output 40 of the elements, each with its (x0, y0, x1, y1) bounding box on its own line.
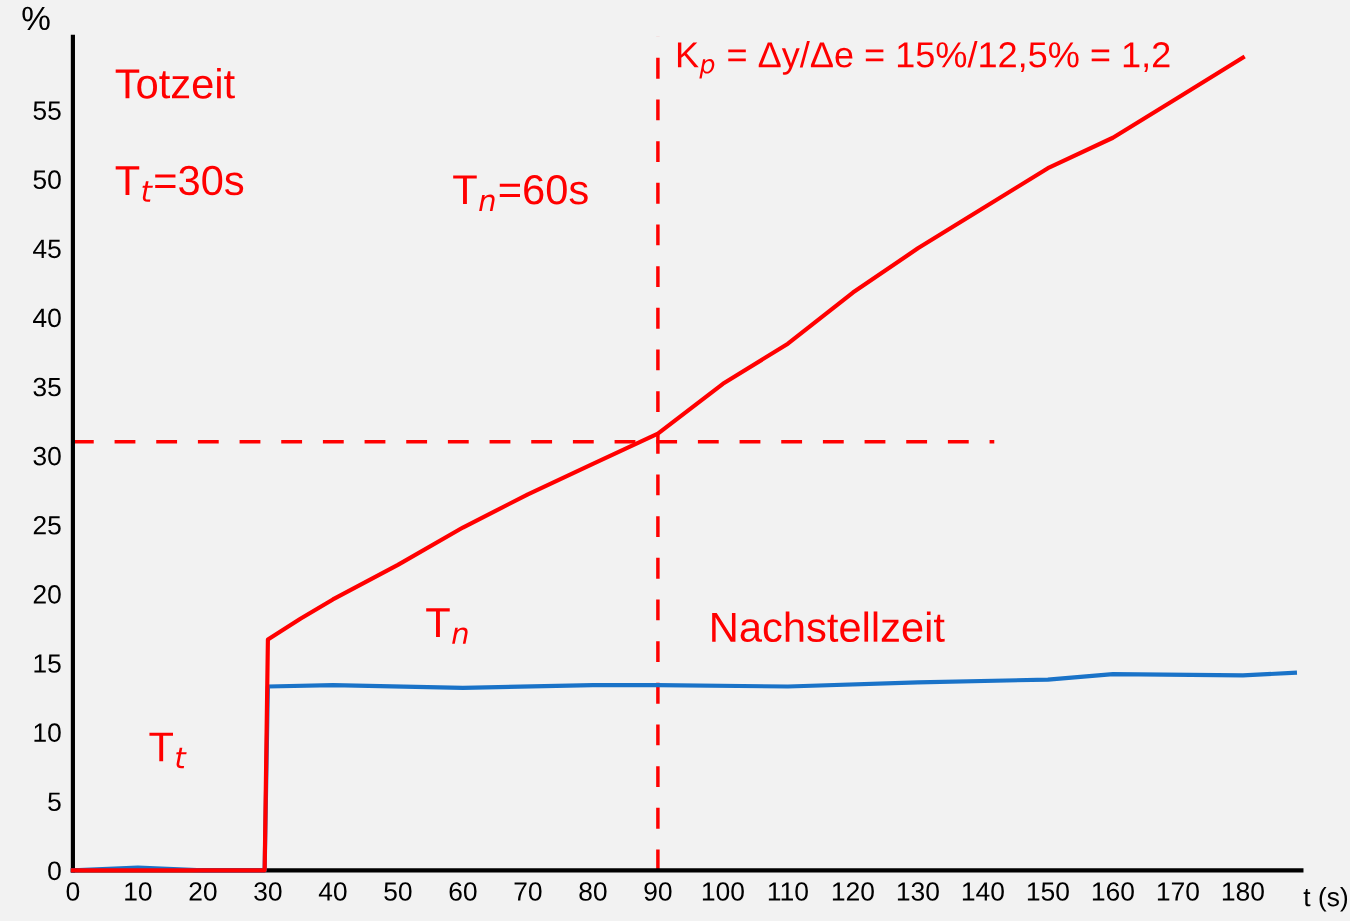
annotation: T$_{t}$=30s (115, 165, 244, 202)
y-tick-label: 10 (34, 723, 61, 742)
y-tick-label: 45 (33, 239, 61, 259)
y-tick-label: 35 (33, 377, 61, 397)
x-tick-label: 80 (579, 882, 607, 901)
y-tick-label: 25 (33, 515, 61, 535)
x-tick-label: 170 (1157, 882, 1199, 901)
x-tick-label: 90 (644, 882, 672, 901)
y-tick-label: 0 (48, 861, 61, 881)
annotation: K$_{p}$ = Δy/Δe = 15%/12,5% = 1,2 (677, 41, 1170, 79)
x-tick-label: 10 (125, 882, 152, 901)
x-axis-title: t (s) (1303, 887, 1348, 912)
y-tick-label: 30 (33, 446, 61, 466)
y-tick-label: 40 (33, 308, 61, 328)
annotation: Nachstellzeit (712, 611, 945, 643)
x-tick-label: 50 (384, 882, 412, 901)
x-tick-label: 150 (1027, 882, 1069, 901)
x-tick-label: 40 (318, 882, 347, 901)
annotation: T$_{n}$=60s (453, 175, 588, 211)
annotation: T$_{t}$ (149, 732, 187, 769)
x-tick-label: 160 (1092, 882, 1134, 901)
x-tick-label: 140 (962, 882, 1004, 901)
y-axis-title: % (22, 6, 50, 31)
annotation: T$_{n}$ (426, 608, 468, 644)
y-tick-label: 20 (33, 585, 61, 604)
annotation: Totzeit (115, 68, 235, 99)
x-tick-label: 120 (832, 882, 874, 901)
x-tick-label: 110 (768, 882, 808, 901)
x-tick-label: 130 (897, 882, 939, 901)
y-tick-label: 55 (33, 101, 61, 120)
x-tick-label: 180 (1222, 882, 1264, 901)
x-tick-label: 0 (66, 882, 80, 901)
y-tick-label: 5 (48, 792, 61, 812)
y-tick-label: 50 (33, 170, 61, 190)
y-tick-label: 15 (34, 654, 61, 673)
x-tick-label: 20 (189, 882, 217, 901)
x-tick-label: 100 (702, 882, 744, 901)
x-tick-label: 70 (514, 882, 542, 901)
x-tick-label: 30 (254, 882, 282, 901)
x-tick-label: 60 (449, 882, 477, 901)
